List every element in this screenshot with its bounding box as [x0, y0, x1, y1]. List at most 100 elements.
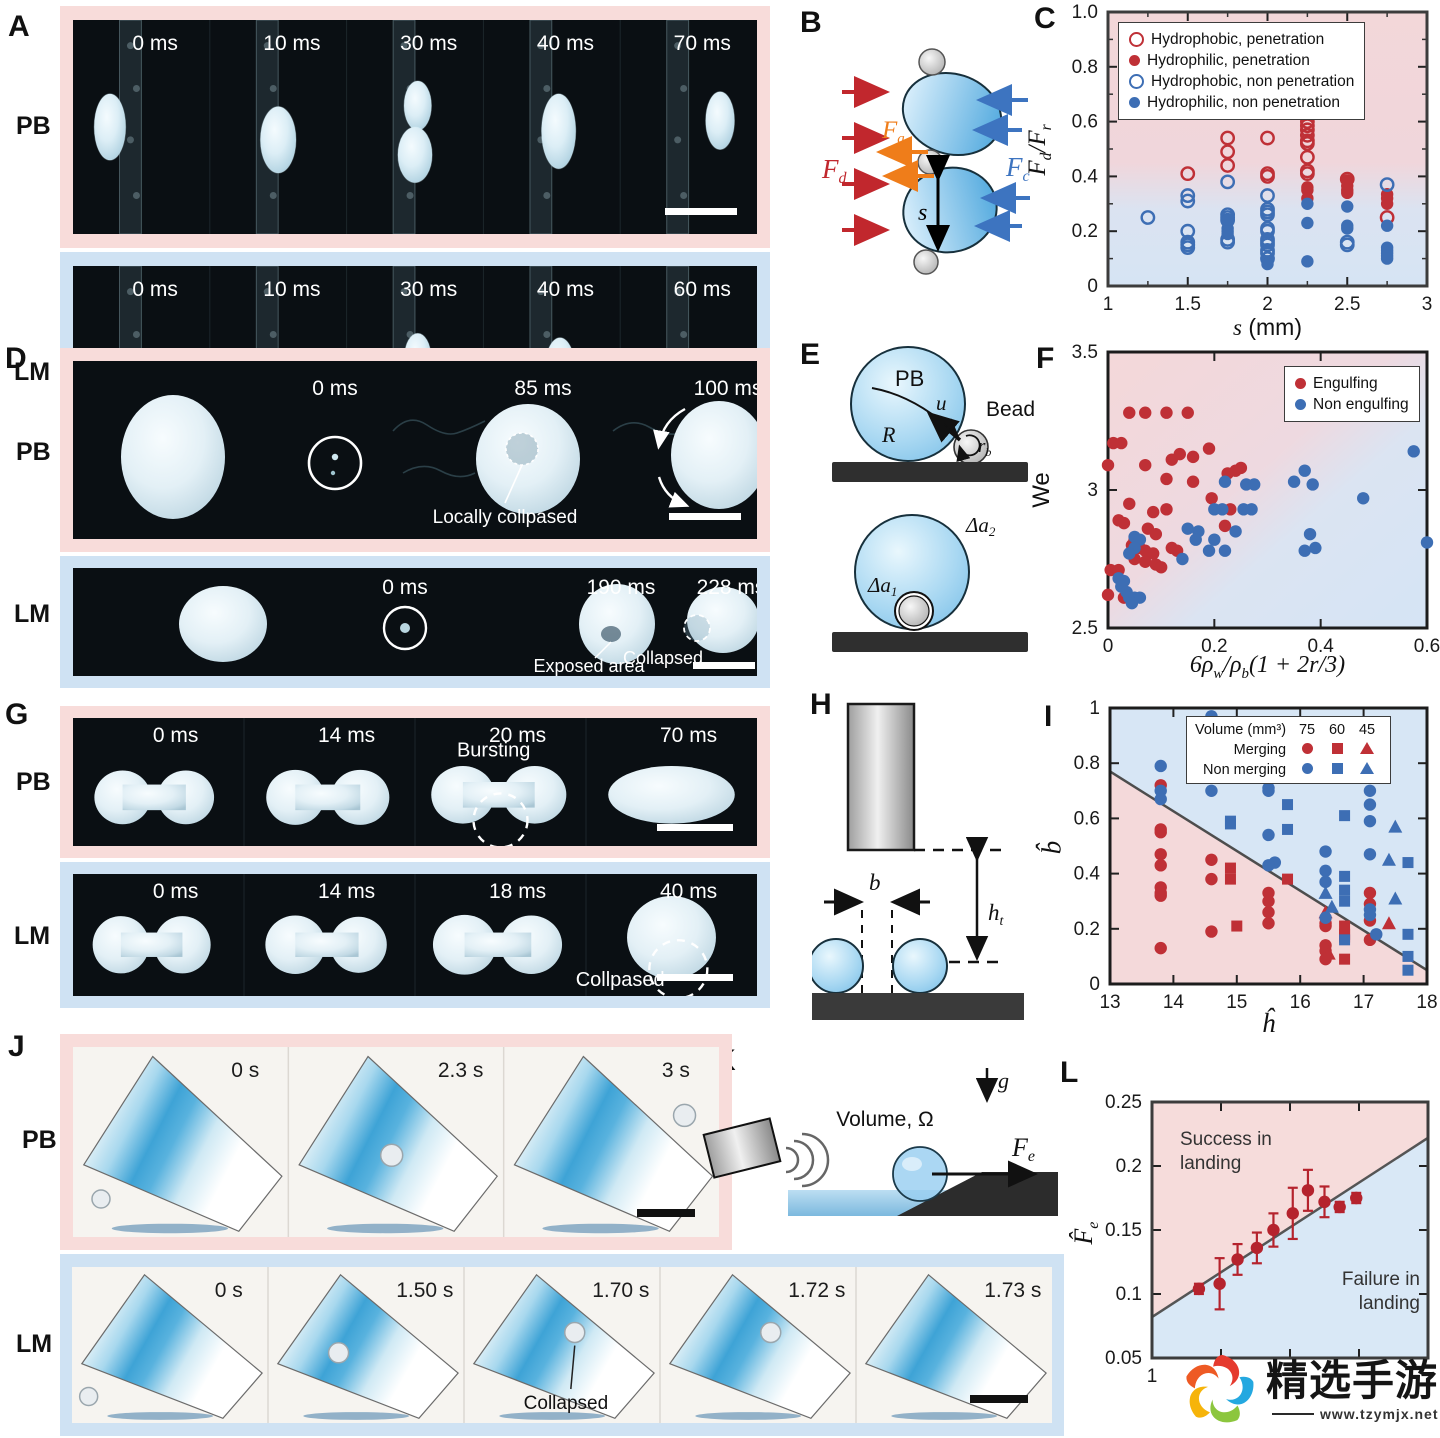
- svg-text:1.5: 1.5: [1175, 294, 1201, 315]
- droplet-right: [892, 938, 948, 994]
- svg-text:1: 1: [1147, 1366, 1158, 1387]
- panel-d-letter: D: [5, 342, 27, 375]
- svg-text:0.2: 0.2: [1074, 919, 1100, 940]
- chart-I-ylabel: b̂: [1036, 840, 1067, 855]
- capillary-force-label: Fc: [1005, 152, 1030, 185]
- svg-text:16: 16: [1290, 992, 1311, 1013]
- panel-i-letter: I: [1044, 700, 1053, 733]
- row-tag-pb: PB: [16, 438, 51, 466]
- svg-text:2.5: 2.5: [1072, 618, 1098, 639]
- svg-text:0.6: 0.6: [1414, 636, 1440, 657]
- gravity-label: g: [998, 1068, 1009, 1093]
- chart-L-plot: 1 0.05 0.1 0.15 0.2 0.25: [1105, 1092, 1430, 1387]
- bubble: [327, 1342, 350, 1364]
- panel-k-landing-diagram: Volume, Ω g Fe: [702, 1068, 1058, 1216]
- frame-timestamp: 0 ms: [382, 576, 428, 599]
- triangle-marker-icon: [1360, 742, 1375, 754]
- frame-timestamp: 85 ms: [514, 377, 571, 400]
- pb-bubble: [850, 346, 966, 462]
- bubble: [759, 1321, 782, 1344]
- square-marker-icon: [1331, 743, 1343, 754]
- row-tag-lm: LM: [16, 1330, 53, 1358]
- watermark: 精选手游网 www.tzymjx.net: [1178, 1348, 1440, 1432]
- svg-text:13: 13: [1099, 992, 1120, 1013]
- frame-timestamp: 40 ms: [660, 880, 717, 903]
- sample-plate: [513, 1055, 714, 1233]
- chart-F-xlabel: 6ρw/ρb(1 + 2r/3): [1189, 652, 1346, 682]
- frame-timestamp: 1.72 s: [788, 1279, 845, 1302]
- svg-text:0: 0: [1103, 636, 1114, 657]
- chart-I-legend: Volume (mm³) 75 60 45 Merging Non mergin…: [1186, 716, 1392, 784]
- annotation-label: Collapsed: [524, 1393, 609, 1414]
- highlight-circle: [382, 605, 428, 651]
- sample-plate: [80, 1273, 263, 1420]
- panel-d-pb-photo-strip: Locally collpased 0 ms 85 ms 100 ms: [73, 361, 757, 539]
- curved-arrow-icon: [657, 476, 690, 508]
- sample-plate: [82, 1055, 283, 1233]
- panel-b-letter: B: [800, 6, 822, 39]
- svg-text:0.6: 0.6: [1074, 808, 1100, 829]
- frame-timestamp: 10 ms: [263, 32, 320, 55]
- curved-arrow-icon: [653, 407, 686, 450]
- panel-j-letter: J: [8, 1030, 25, 1063]
- dashed-highlight-circle: [472, 792, 529, 846]
- frame-timestamp: 60 ms: [674, 278, 731, 301]
- frame-timestamp: 10 ms: [263, 278, 320, 301]
- bubble: [78, 1386, 99, 1407]
- substrate: [812, 993, 1024, 1020]
- sample-plate: [298, 1055, 499, 1233]
- panel-g-lm-photo-strip: 0 ms 14 ms 18 ms 40 ms Collpased: [73, 874, 757, 996]
- frame-timestamp: 30 ms: [400, 278, 457, 301]
- bead-radius-label: rb: [978, 436, 991, 459]
- frame-timestamp: 30 ms: [400, 32, 457, 55]
- bubble: [563, 1321, 586, 1344]
- svg-text:0.8: 0.8: [1072, 57, 1098, 78]
- scale-bar: [669, 513, 741, 520]
- panel-g-pb-photo-strip: 0 ms 14 ms 20 ms 70 ms Bursting: [73, 718, 757, 846]
- svg-text:1: 1: [1089, 698, 1100, 719]
- frame-timestamp: 0 s: [215, 1279, 243, 1302]
- svg-text:0: 0: [1089, 974, 1100, 995]
- panel-j-lm-band: 0 s 1.50 s 1.70 s 1.72 s 1.73 s Collapsed: [60, 1254, 1064, 1436]
- annotation-label: Locally collpased: [433, 507, 578, 528]
- row-tag-lm: LM: [14, 358, 51, 386]
- frame-timestamp: 40 ms: [537, 278, 594, 301]
- panel-e-engulfing-diagram: PB Bead R u rb Δa2 Δa1: [832, 346, 1035, 652]
- watermark-logo-icon: [1186, 1354, 1254, 1423]
- svg-text:2: 2: [1262, 294, 1273, 315]
- panel-a-pb-photo-strip: 0 ms 10 ms 30 ms 40 ms 70 ms: [73, 20, 757, 234]
- delta-a2-label: Δa2: [965, 513, 996, 539]
- open-circle-marker-icon: [1129, 74, 1144, 89]
- row-tag-lm: LM: [14, 922, 51, 950]
- row-tag-pb: PB: [16, 768, 51, 796]
- svg-text:0.4: 0.4: [1307, 636, 1334, 657]
- chart-C-ylabel: Fd/Fr: [1024, 124, 1055, 176]
- pb-label: PB: [895, 366, 924, 391]
- panel-b-force-diagram: Fd Fa Fc s: [821, 48, 1030, 275]
- svg-text:18: 18: [1416, 992, 1437, 1013]
- sample-plate: [864, 1273, 1047, 1420]
- filled-circle-marker-icon: [1301, 763, 1313, 774]
- filled-circle-marker-icon: [1295, 399, 1306, 410]
- acoustic-source: [702, 1117, 782, 1179]
- square-marker-icon: [1331, 763, 1343, 774]
- sound-wave-icon: [785, 1146, 800, 1174]
- sample-plate: [668, 1273, 851, 1420]
- frame-timestamp: 0 ms: [132, 32, 178, 55]
- scale-bar: [657, 974, 733, 981]
- bubble: [379, 1143, 404, 1168]
- failure-region-label: Failure in landing: [1341, 1269, 1420, 1314]
- panel-g-pb-band: 0 ms 14 ms 20 ms 70 ms Bursting: [60, 706, 770, 858]
- droplet-left: [812, 938, 864, 994]
- panel-e-letter: E: [800, 338, 821, 371]
- svg-text:0.05: 0.05: [1105, 1348, 1142, 1369]
- frame-timestamp: 1.73 s: [984, 1279, 1041, 1302]
- highlight-circle: [307, 435, 363, 491]
- panel-h-dispense-diagram: ht b: [812, 702, 1024, 1020]
- frame-timestamp: 100 ms: [694, 377, 757, 400]
- watermark-site-name: 精选手游网: [1266, 1357, 1440, 1404]
- frame-timestamp: 0 s: [231, 1059, 259, 1082]
- row-tag-pb: PB: [22, 1126, 57, 1154]
- filled-circle-marker-icon: [1295, 378, 1306, 389]
- frame-timestamp: 0 ms: [132, 278, 178, 301]
